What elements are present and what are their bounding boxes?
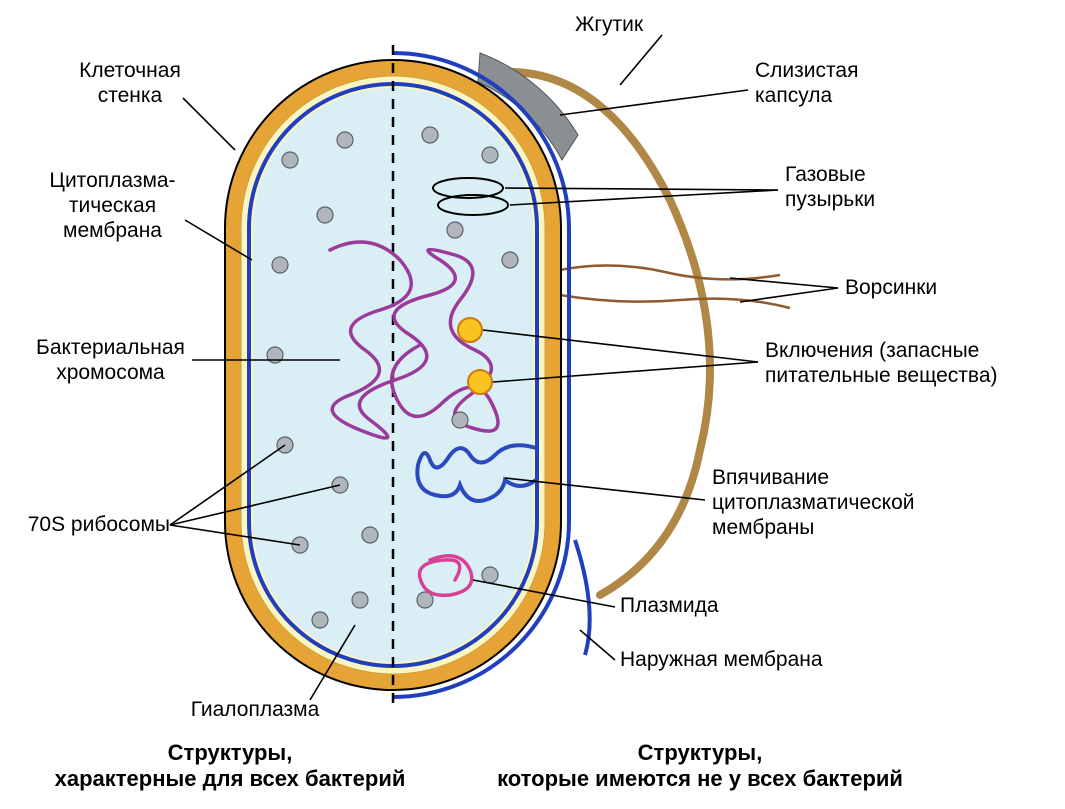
label-hyaloplasm: Гиалоплазма [185, 697, 325, 722]
label-pili: Ворсинки [845, 275, 975, 300]
label-cell-wall: Клеточнаястенка [70, 58, 190, 108]
label-capsule: Слизистаякапсула [755, 58, 895, 108]
label-gas-vesicles: Газовыепузырьки [785, 162, 915, 212]
label-invagination: Впячиваниецитоплазматическоймембраны [712, 465, 972, 541]
bacterial-cell-diagram [0, 0, 1065, 809]
label-flagellum: Жгутик [575, 12, 695, 37]
pili-group [560, 265, 790, 308]
label-plasmid: Плазмида [620, 593, 760, 618]
label-chromosome: Бактериальнаяхромосома [28, 335, 193, 385]
label-inclusions: Включения (запасныепитательные вещества) [765, 338, 1055, 388]
caption-left: Структуры,характерные для всех бактерий [50, 740, 410, 792]
label-outer-membrane: Наружная мембрана [620, 647, 860, 672]
caption-right: Структуры,которые имеются не у всех бакт… [470, 740, 930, 792]
label-cyto-membrane: Цитоплазма-тическаямембрана [35, 168, 190, 244]
label-ribosomes: 70S рибосомы [20, 512, 170, 537]
